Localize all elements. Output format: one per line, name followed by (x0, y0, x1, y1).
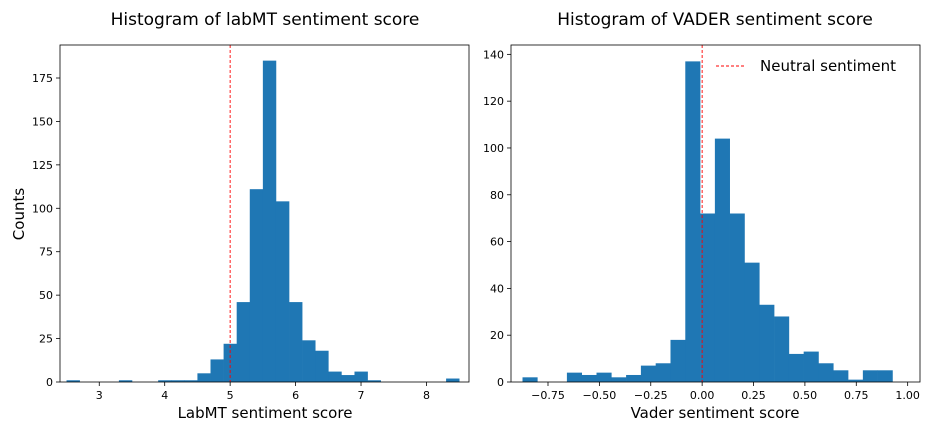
vader-bar (640, 365, 656, 382)
labmt-histogram-panel: Histogram of labMT sentiment score LabMT… (10, 10, 470, 422)
labmt-x-tick-label: 6 (292, 389, 299, 402)
labmt-bar (66, 380, 80, 382)
labmt-bar (275, 201, 290, 382)
labmt-y-tick-label: 0 (46, 376, 53, 389)
vader-bar (774, 316, 790, 382)
vader-histogram-panel: Histogram of VADER sentiment score Vader… (483, 10, 921, 422)
labmt-bar (249, 189, 264, 382)
labmt-x-tick-label: 3 (96, 389, 103, 402)
labmt-bar (118, 380, 133, 382)
vader-x-tick-label: −0.25 (634, 389, 668, 402)
vader-bar (700, 213, 716, 382)
vader-y-tick-label: 80 (490, 189, 504, 202)
labmt-y-tick-label: 175 (32, 72, 53, 85)
vader-bar (729, 213, 745, 382)
vader-bar (803, 351, 819, 382)
vader-bar (522, 377, 538, 382)
vader-plot-frame (510, 44, 921, 383)
labmt-bar (315, 350, 329, 382)
vader-x-tick-label: 0.50 (793, 389, 818, 402)
labmt-bar (197, 373, 211, 382)
vader-y-tick-label: 60 (490, 236, 504, 249)
vader-bar (714, 138, 730, 382)
vader-x-tick-label: 1.00 (895, 389, 920, 402)
legend: Neutral sentiment (716, 57, 896, 75)
vader-bar (596, 372, 612, 382)
labmt-bar (262, 60, 277, 382)
labmt-bar (236, 302, 251, 382)
vader-bar (848, 379, 864, 382)
labmt-y-tick-label: 50 (39, 289, 53, 302)
vader-bar (744, 262, 760, 382)
vader-bar (833, 370, 849, 382)
vader-x-tick-label: 0.00 (690, 389, 715, 402)
labmt-bar (341, 375, 355, 382)
labmt-y-tick-label: 150 (32, 115, 53, 128)
labmt-x-axis-label: LabMT sentiment score (178, 404, 353, 422)
vader-bar (655, 363, 671, 382)
labmt-bar (289, 302, 303, 382)
vader-bar (788, 353, 804, 382)
labmt-bar (302, 340, 316, 382)
labmt-bar (171, 380, 185, 382)
vader-x-tick-label: −0.75 (531, 389, 565, 402)
vader-y-tick-label: 100 (483, 142, 504, 155)
labmt-bar (158, 380, 172, 382)
vader-y-tick-label: 0 (497, 376, 504, 389)
labmt-y-tick-label: 100 (32, 202, 53, 215)
vader-bars (522, 61, 893, 383)
legend-label: Neutral sentiment (760, 57, 896, 75)
labmt-x-tick-label: 4 (161, 389, 168, 402)
vader-y-ticks: 0 20 40 60 80 100 120 140 (483, 48, 511, 389)
vader-bar (566, 372, 582, 382)
vader-x-ticks: −0.75 −0.50 −0.25 0.00 0.25 0.50 0.75 1.00 (531, 382, 920, 402)
vader-x-tick-label: 0.75 (844, 389, 869, 402)
vader-y-tick-label: 140 (483, 48, 504, 61)
labmt-x-tick-label: 5 (227, 389, 234, 402)
labmt-bars (66, 60, 460, 382)
labmt-bar (210, 359, 224, 382)
labmt-y-tick-label: 75 (39, 246, 53, 259)
labmt-bar (184, 380, 198, 382)
vader-chart-title: Histogram of VADER sentiment score (557, 10, 873, 30)
vader-y-tick-label: 20 (490, 329, 504, 342)
vader-y-tick-label: 120 (483, 95, 504, 108)
labmt-bar (446, 378, 460, 382)
labmt-bar (367, 380, 381, 382)
vader-bar (581, 374, 597, 382)
vader-bar (685, 61, 701, 382)
labmt-bar (328, 371, 342, 382)
vader-bar (877, 370, 893, 382)
labmt-bar (354, 371, 368, 382)
labmt-x-tick-label: 7 (358, 389, 365, 402)
vader-bar (759, 304, 775, 382)
labmt-y-tick-label: 125 (32, 159, 53, 172)
labmt-x-tick-label: 8 (423, 389, 430, 402)
labmt-x-ticks: 3 4 5 6 7 8 (96, 382, 430, 402)
labmt-chart-title: Histogram of labMT sentiment score (111, 10, 420, 30)
labmt-y-ticks: 0 25 50 75 100 125 150 175 (32, 72, 60, 389)
vader-bar (818, 363, 834, 382)
vader-bar (670, 339, 686, 383)
vader-y-tick-label: 40 (490, 282, 504, 295)
vader-x-axis-label: Vader sentiment score (631, 404, 800, 422)
vader-bar (862, 370, 878, 382)
vader-bar (611, 377, 627, 382)
labmt-y-tick-label: 25 (39, 333, 53, 346)
labmt-plot-frame (59, 44, 470, 383)
vader-x-tick-label: 0.25 (741, 389, 766, 402)
vader-x-tick-label: −0.50 (583, 389, 617, 402)
labmt-y-axis-label: Counts (10, 188, 28, 241)
vader-bar (626, 374, 642, 382)
